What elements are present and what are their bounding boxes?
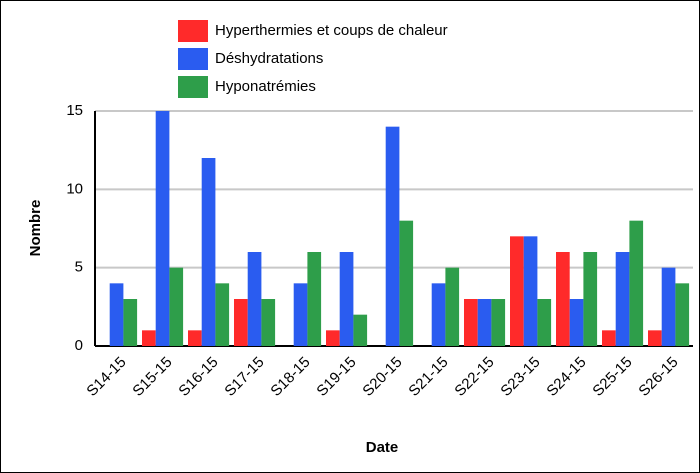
bar	[385, 126, 400, 347]
bar	[247, 252, 262, 346]
bar	[477, 299, 492, 346]
bar	[399, 220, 414, 346]
y-tick-label: 15	[66, 102, 83, 119]
bar	[169, 267, 184, 346]
bar	[629, 220, 644, 346]
bar	[142, 330, 156, 346]
bar	[293, 283, 308, 346]
x-axis-label: Date	[366, 439, 399, 456]
y-tick-label: 0	[75, 337, 83, 354]
y-tick-label: 5	[75, 259, 83, 276]
bar	[353, 314, 368, 346]
bar	[602, 330, 616, 346]
bar	[537, 299, 552, 346]
bar	[464, 299, 478, 346]
bar	[339, 252, 354, 346]
bar	[326, 330, 340, 346]
bar	[155, 111, 170, 346]
bar	[556, 252, 570, 346]
bar	[615, 252, 630, 346]
y-tick-label: 10	[66, 180, 83, 197]
bar	[234, 299, 248, 346]
bar	[675, 283, 690, 346]
legend-swatch	[178, 76, 208, 98]
bar	[583, 252, 598, 346]
legend-label: Déshydratations	[215, 50, 323, 67]
bar	[661, 267, 676, 346]
bar	[569, 299, 584, 346]
bar	[201, 158, 216, 346]
legend-label: Hyponatrémies	[215, 78, 316, 95]
bar	[123, 299, 138, 346]
bar	[307, 252, 322, 346]
bar	[188, 330, 202, 346]
bar	[261, 299, 276, 346]
bar	[215, 283, 230, 346]
bar	[510, 236, 524, 346]
bar	[109, 283, 124, 346]
bar	[431, 283, 446, 346]
legend-swatch	[178, 20, 208, 42]
bar	[523, 236, 538, 346]
bar	[648, 330, 662, 346]
bar	[491, 299, 506, 346]
y-axis-label: Nombre	[27, 200, 44, 257]
legend-swatch	[178, 48, 208, 70]
legend-label: Hyperthermies et coups de chaleur	[215, 22, 448, 39]
bar	[445, 267, 460, 346]
